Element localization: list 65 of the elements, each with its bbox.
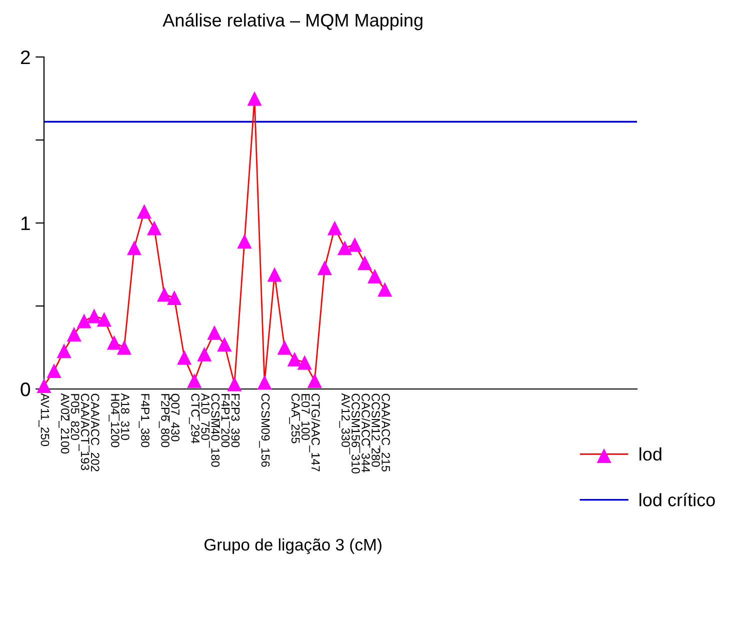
x-tick-label: CTG/AAC_147 <box>309 394 320 472</box>
x-tick-label: CAA/ACC_202 <box>88 394 100 472</box>
legend-label: lod <box>640 447 662 461</box>
x-tick-label: P05_820 <box>68 394 80 440</box>
x-tick-label: A18_310 <box>118 393 130 440</box>
point <box>207 325 222 340</box>
x-tick-label: CCSM09_156 <box>259 394 270 467</box>
point <box>136 204 152 219</box>
point <box>277 340 292 355</box>
x-tick-label: Q07_430 <box>168 394 180 442</box>
point <box>76 314 92 328</box>
x-tick-label: F4P1_200 <box>219 394 230 448</box>
point <box>257 375 272 390</box>
point <box>126 240 142 256</box>
point <box>197 346 212 362</box>
x-tick-label: CAA/ACT_193 <box>78 394 90 470</box>
y-tick-label: 2 <box>20 50 30 64</box>
point <box>66 326 82 342</box>
x-tick-label: E07_100 <box>299 394 310 440</box>
point <box>347 237 362 252</box>
x-tick-label: CAA_255 <box>289 394 300 444</box>
x-tick-label: AV12_330 <box>339 393 350 447</box>
y-tick-label: 1 <box>21 216 30 230</box>
point <box>337 240 352 256</box>
x-tick-label: CCSM40_180 <box>209 394 220 467</box>
x-axis-title: Grupo de ligação 3 (cM) <box>204 538 382 554</box>
x-tick-label: F4P1_380 <box>138 394 150 448</box>
point <box>177 350 192 365</box>
point <box>187 373 202 388</box>
x-tick-label: F2P6_800 <box>158 394 170 448</box>
point <box>227 376 242 392</box>
point <box>287 352 302 366</box>
x-tick-label: CCSM156_310 <box>349 394 360 474</box>
point <box>307 373 322 388</box>
point <box>217 336 232 352</box>
point <box>297 355 312 370</box>
point <box>327 220 342 236</box>
x-tick-label: H04_1200 <box>108 394 120 448</box>
chart-title: Análise relativa – MQM Mapping <box>162 13 422 30</box>
x-tick-label: CAC/ACC_344 <box>359 394 370 472</box>
point <box>267 267 282 282</box>
point <box>247 91 262 106</box>
x-tick-label: F2P3_390 <box>229 394 240 448</box>
x-tick-label: A10_750 <box>198 393 210 440</box>
legend-label: lod crítico <box>640 492 715 506</box>
point <box>357 256 372 270</box>
point <box>46 363 62 378</box>
point <box>146 220 162 236</box>
point <box>317 260 332 276</box>
point <box>368 268 382 284</box>
y-tick-label: 0 <box>20 382 30 396</box>
x-tick-label: AV11_250 <box>38 393 50 446</box>
point <box>167 290 182 305</box>
x-tick-label: AV02_2100 <box>58 393 70 454</box>
point <box>157 287 172 302</box>
x-tick-label: CCSM12_280 <box>369 394 380 467</box>
point <box>378 282 392 297</box>
point <box>116 340 132 355</box>
point <box>237 234 252 249</box>
point <box>86 308 102 324</box>
point <box>96 312 112 327</box>
x-tick-label: CAA/ACC_215 <box>379 394 390 472</box>
x-tick-label: CTC_294 <box>188 394 200 444</box>
point <box>56 344 72 358</box>
point <box>106 335 122 350</box>
